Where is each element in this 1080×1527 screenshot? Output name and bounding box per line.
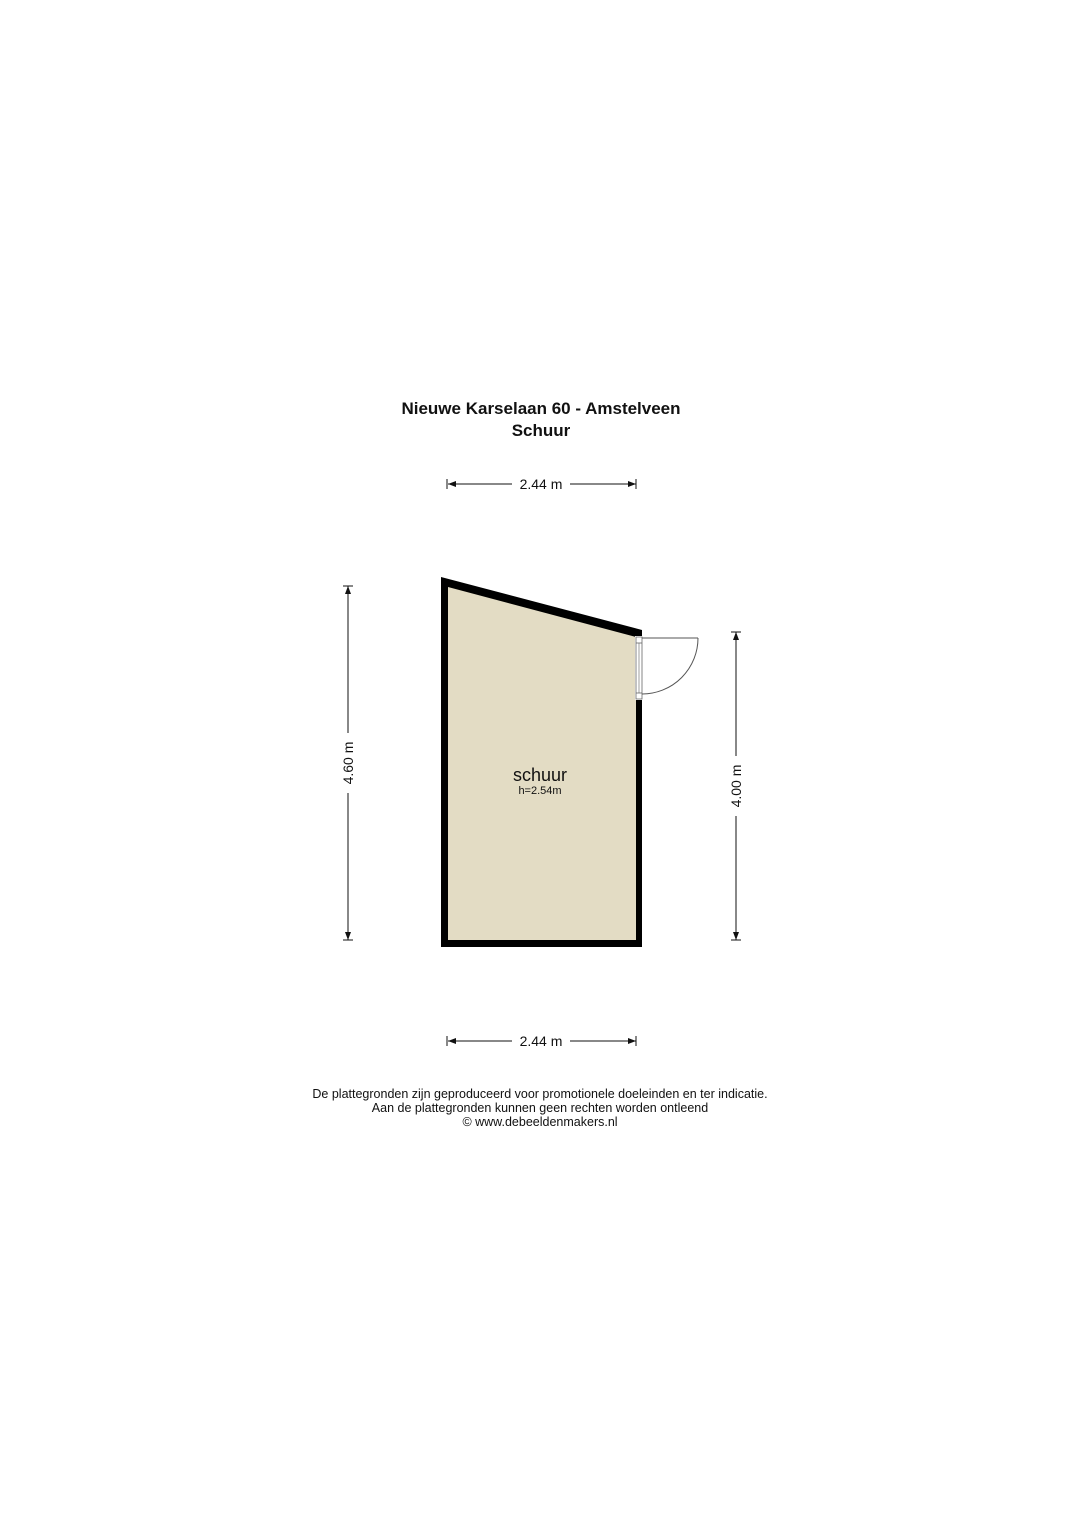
plan-address: Nieuwe Karselaan 60 - Amstelveen bbox=[401, 399, 680, 418]
room-height: h=2.54m bbox=[518, 785, 561, 797]
dimension-top-label: 2.44 m bbox=[520, 476, 563, 492]
plan-floor: Schuur bbox=[512, 421, 571, 440]
dimension-bottom-label: 2.44 m bbox=[520, 1033, 563, 1049]
dimension-bottom: 2.44 m bbox=[446, 1033, 637, 1049]
room-name: schuur bbox=[513, 765, 567, 785]
room-schuur: schuur h=2.54m bbox=[441, 577, 699, 947]
dimension-left: 4.60 m bbox=[340, 585, 356, 941]
dimension-right: 4.00 m bbox=[728, 631, 744, 941]
copyright-link[interactable]: © www.debeeldenmakers.nl bbox=[462, 1115, 617, 1129]
room-floor bbox=[448, 587, 636, 940]
dimension-top: 2.44 m bbox=[446, 476, 637, 492]
disclaimer-line-1: De plattegronden zijn geproduceerd voor … bbox=[312, 1087, 767, 1101]
dimension-left-label: 4.60 m bbox=[340, 742, 356, 785]
disclaimer-line-2: Aan de plattegronden kunnen geen rechten… bbox=[372, 1101, 708, 1115]
dimension-right-label: 4.00 m bbox=[728, 765, 744, 808]
door-swing-icon bbox=[641, 637, 699, 695]
